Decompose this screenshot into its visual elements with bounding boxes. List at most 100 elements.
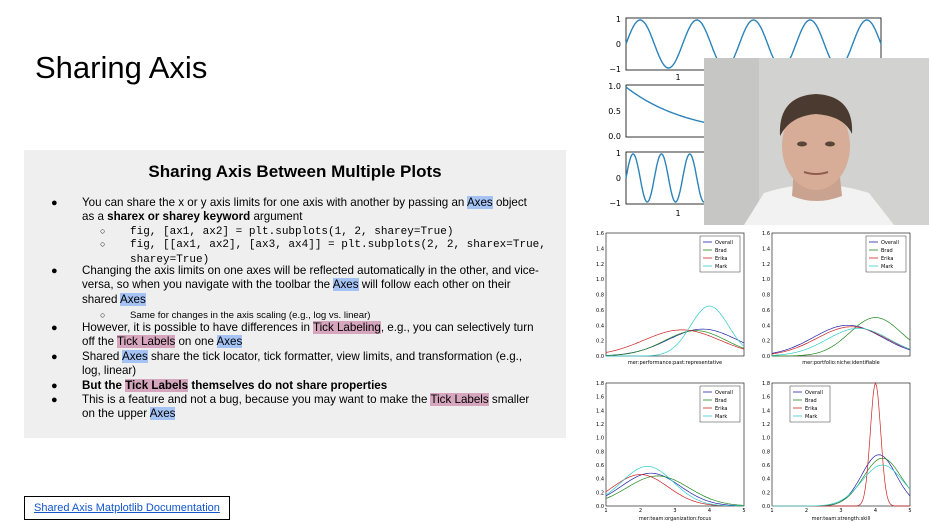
panel-2-ytick: 0.0	[762, 354, 770, 360]
panel-1-ytick: 1.4	[596, 246, 604, 252]
legend-label-mark: Mark	[805, 414, 817, 420]
panel-1-erika-curve	[605, 329, 745, 353]
panel-4-ytick: 0.2	[762, 490, 770, 496]
legend-label-overall: Overall	[715, 390, 733, 396]
panel-2-erika-curve	[771, 326, 911, 355]
slide-title: Sharing Axis	[35, 50, 208, 85]
legend-label-mark: Mark	[715, 264, 727, 270]
panel-3-ytick: 1.0	[596, 436, 604, 442]
code-line-1: ○ fig, [ax1, ax2] = plt.subplots(1, 2, s…	[100, 226, 454, 238]
panel-4-ytick: 1.8	[762, 381, 770, 387]
panel-4-ytick: 1.6	[762, 395, 770, 401]
bullet-2: ● Changing the axis limits on one axes w…	[51, 264, 539, 306]
panel-3-brad-curve	[605, 475, 745, 506]
sub-bullet-scaling: ○ Same for changes in the axis scaling (…	[100, 310, 371, 321]
panel-3-ytick: 0.8	[596, 449, 604, 455]
panel-1-ytick: 0.2	[596, 339, 604, 345]
bullet-5: ● But the Tick Labels themselves do not …	[51, 379, 388, 392]
panel-2-ytick: 1.6	[762, 231, 770, 237]
box-heading: Sharing Axis Between Multiple Plots	[148, 162, 442, 181]
legend-label-brad: Brad	[715, 248, 727, 254]
panel-1-ytick: 0.4	[596, 323, 604, 329]
panel-2-ytick: 0.4	[762, 323, 770, 329]
presenter-webcam	[704, 58, 929, 225]
bullet-dot-icon: ●	[51, 351, 58, 363]
panel-4-xtick: 1	[770, 508, 773, 514]
panel-3-xtick: 1	[604, 508, 607, 514]
panel-2-ytick: 0.6	[762, 308, 770, 314]
panel-1-ytick: 0.0	[596, 354, 604, 360]
panel-4-xlabel: mer:team:strength:skill	[812, 516, 871, 522]
plot-1-xtick: 1	[675, 73, 680, 82]
panel-4-xtick: 3	[839, 508, 842, 514]
axes-highlight: Axes	[466, 196, 493, 209]
code-line-2: ○ fig, [[ax1, ax2], [ax3, ax4]] = plt.su…	[100, 239, 546, 267]
panel-3-ytick: 1.8	[596, 381, 604, 387]
panel-1-ytick: 0.8	[596, 293, 604, 299]
panel-2-overall-curve	[771, 324, 911, 354]
sub-bullet-icon: ○	[100, 310, 106, 320]
panel-3-ytick: 0.2	[596, 490, 604, 496]
plot-3-ytick-neg1: −1	[609, 199, 621, 208]
panel-3-ytick: 1.2	[596, 422, 604, 428]
panel-2-ytick: 1.2	[762, 262, 770, 268]
panel-4-ytick: 0.4	[762, 477, 770, 483]
panel-4-ytick: 0.8	[762, 449, 770, 455]
panel-3-ytick: 1.6	[596, 395, 604, 401]
panel-4-xtick: 4	[874, 508, 877, 514]
plot-3-xtick: 1	[675, 209, 680, 218]
plot-1-ytick-0: 0	[616, 40, 621, 49]
panel-2-ytick: 1.4	[762, 246, 770, 252]
panel-2-xlabel: mer:portfolio:niche:identifiable	[802, 360, 879, 366]
panel-1-mark-curve	[606, 305, 745, 357]
legend-label-mark: Mark	[881, 264, 893, 270]
legend-label-overall: Overall	[805, 390, 823, 396]
legend-label-erika: Erika	[805, 406, 817, 412]
panel-1-ytick: 1.2	[596, 262, 604, 268]
bullet-dot-icon: ●	[51, 265, 58, 277]
documentation-link[interactable]: Shared Axis Matplotlib Documentation	[24, 496, 230, 520]
panel-1-ytick: 1.6	[596, 231, 604, 237]
panel-2-brad-curve	[772, 317, 911, 357]
panel-2-ytick: 1.0	[762, 277, 770, 283]
plot-1-ytick-neg1: −1	[609, 65, 621, 74]
panel-3-mark-curve	[605, 466, 744, 507]
legend-label-overall: Overall	[715, 240, 733, 246]
plot-2-ytick-0: 0.0	[608, 132, 621, 141]
panel-4-ytick: 1.2	[762, 422, 770, 428]
panel-3-ytick: 0.4	[596, 477, 604, 483]
bullet-dot-icon: ●	[51, 394, 58, 406]
sub-bullet-icon: ○	[100, 239, 106, 249]
bullet-1: ● You can share the x or y axis limits f…	[51, 196, 527, 224]
panel-3-ytick: 1.4	[596, 408, 604, 414]
panel-3-xtick: 2	[639, 508, 642, 514]
panel-2-mark-curve	[772, 327, 911, 356]
bullet-3: ● However, it is possible to have differ…	[51, 321, 534, 349]
panel-1-brad-curve	[606, 330, 745, 356]
legend-label-brad: Brad	[805, 398, 817, 404]
legend-label-erika: Erika	[715, 256, 727, 262]
bullet-dot-icon: ●	[51, 322, 58, 334]
plot-1-ytick-1: 1	[616, 15, 621, 24]
panel-4-ytick: 1.4	[762, 408, 770, 414]
content-box: Sharing Axis Between Multiple Plots ● Yo…	[24, 150, 566, 438]
plot-3-ytick-1: 1	[616, 149, 621, 158]
bullet-6: ● This is a feature and not a bug, becau…	[51, 393, 530, 421]
panel-3-xtick: 3	[673, 508, 676, 514]
legend-label-brad: Brad	[881, 248, 893, 254]
plot-2-ytick-1: 1.0	[608, 82, 621, 91]
legend-label-erika: Erika	[881, 256, 893, 262]
density-grid-figure: 1.6 1.4 1.2 1.0 0.8 0.6 0.4 0.2 0.0 1.6 1.4 1.2 1.0 0…	[592, 228, 922, 522]
legend-label-brad: Brad	[715, 398, 727, 404]
panel-1-ytick: 0.6	[596, 308, 604, 314]
bullet-4: ● Shared Axes share the tick locator, ti…	[51, 350, 523, 378]
legend-label-erika: Erika	[715, 406, 727, 412]
panel-3-xtick: 5	[742, 508, 745, 514]
bullet-dot-icon: ●	[51, 197, 58, 209]
panel-3-overall-curve	[605, 472, 744, 507]
panel-4-xtick: 5	[908, 508, 911, 514]
panel-4-ytick: 1.0	[762, 436, 770, 442]
panel-1-ytick: 1.0	[596, 277, 604, 283]
panel-4-ytick: 0.0	[762, 504, 770, 510]
panel-2-ytick: 0.8	[762, 293, 770, 299]
